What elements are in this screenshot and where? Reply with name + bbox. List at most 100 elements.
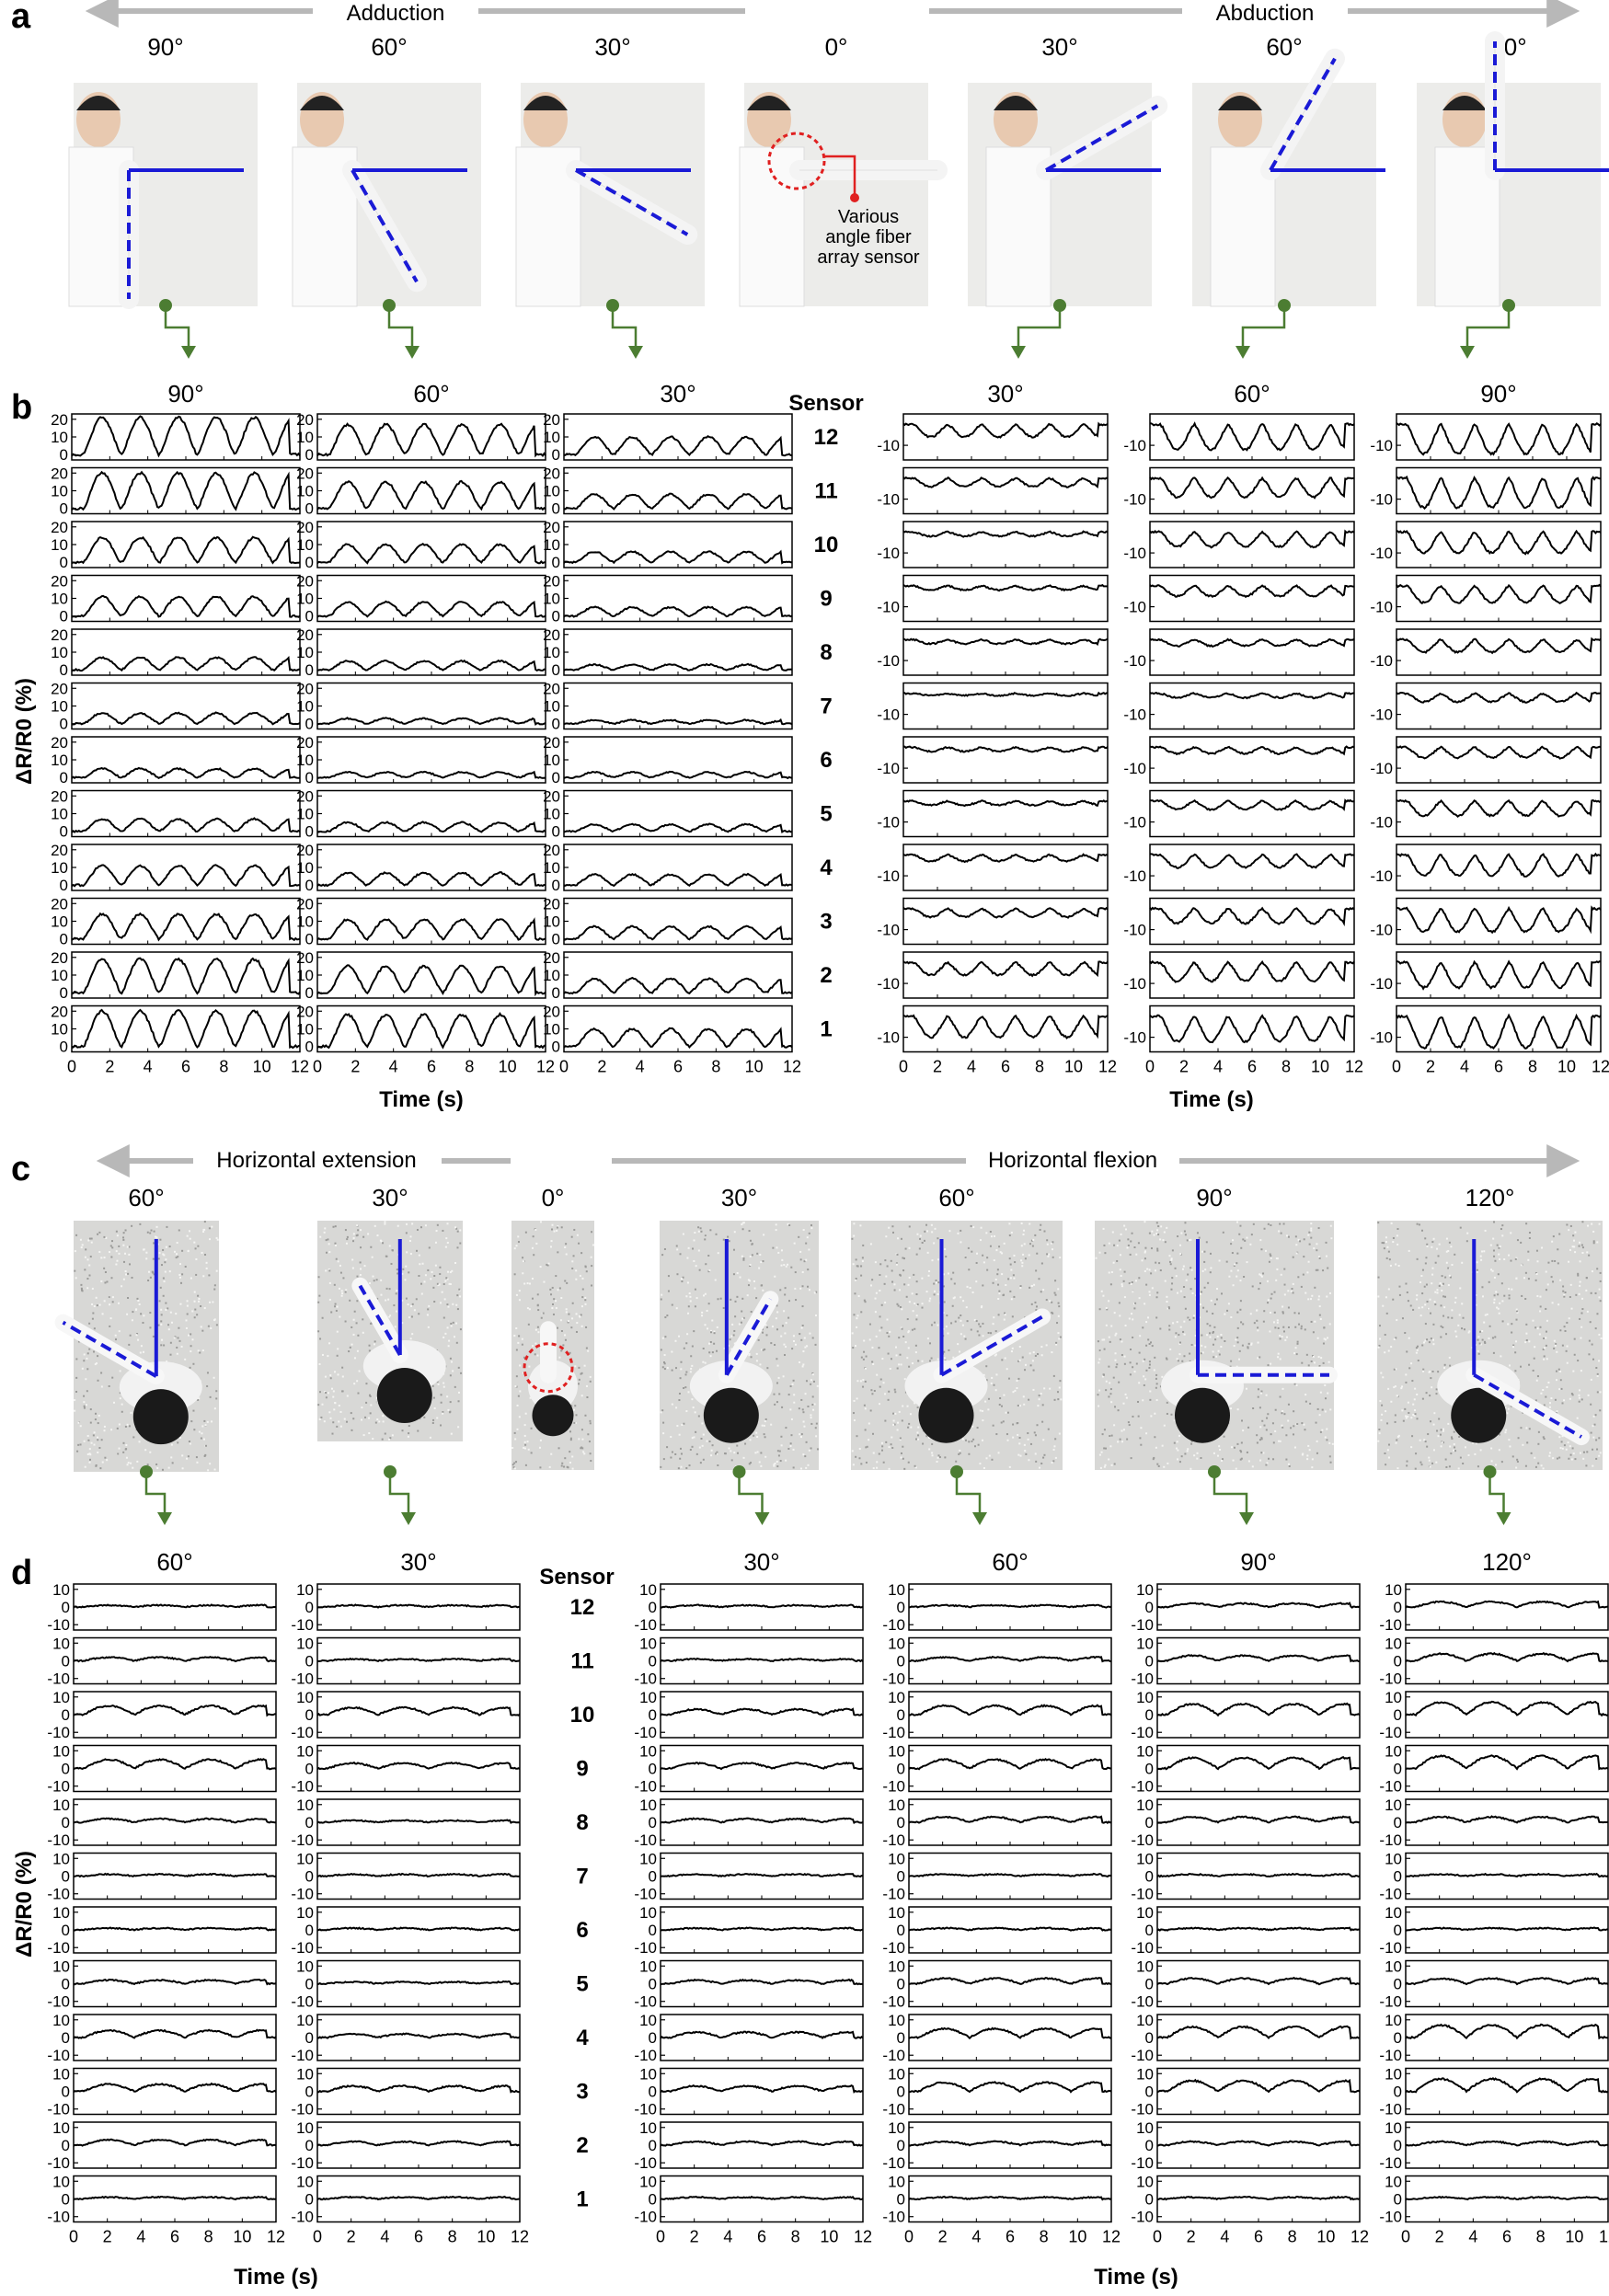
- y-tick-label: 0: [552, 931, 560, 948]
- y-tick-label: 0: [1394, 2191, 1402, 2209]
- y-tick-label: 10: [1136, 2119, 1154, 2137]
- sensor-label-b-8: 8: [820, 640, 832, 665]
- x-tick-label: 4: [380, 2228, 389, 2246]
- d-ext-plot-s2-c0: 100-10: [47, 2119, 277, 2172]
- y-tick-label: 10: [1136, 1904, 1154, 1922]
- b-abd-plot-s10-c1: -10: [1123, 521, 1355, 568]
- y-tick-label: 10: [639, 1957, 657, 1975]
- d-flex-trace-s4-c3: [1405, 2023, 1609, 2040]
- sensor-label-d-4: 4: [576, 2026, 589, 2050]
- b-add-trace-s5-c1: [317, 821, 546, 833]
- sensor-callout-line-0: Various: [838, 207, 899, 227]
- y-tick-label: -10: [1370, 975, 1393, 993]
- b-abd-trace-s8-c1: [1149, 637, 1355, 649]
- sensor-circle-c: [523, 1342, 574, 1394]
- y-tick-label: 0: [62, 2137, 70, 2154]
- y-tick-label: 0: [1394, 1922, 1402, 1939]
- y-tick-label: 10: [543, 806, 560, 823]
- horizontal-flexion-label: Horizontal flexion: [988, 1148, 1157, 1173]
- x-tick-label: 2: [1179, 1058, 1189, 1076]
- y-tick-label: 0: [552, 500, 560, 518]
- y-tick-label: 0: [552, 823, 560, 841]
- x-axis-label-b-right: Time (s): [1169, 1087, 1254, 1112]
- y-tick-label: 10: [543, 859, 560, 877]
- y-tick-label: 10: [51, 913, 68, 931]
- d-flex-column-title-3: 120°: [1482, 1548, 1532, 1576]
- d-flex-plot-s8-c3: 100-10: [1379, 1797, 1609, 1849]
- y-tick-label: -10: [291, 2047, 314, 2064]
- y-tick-label: 0: [649, 1976, 657, 1993]
- photo-c-5: [1095, 1221, 1338, 1470]
- angle-label-c-5: 90°: [1196, 1184, 1232, 1211]
- y-tick-label: 10: [296, 429, 314, 446]
- y-tick-label: 0: [305, 1653, 314, 1670]
- b-abd-plot-s3-c1: -10: [1123, 897, 1355, 946]
- sensor-label-b-4: 4: [820, 855, 833, 880]
- y-tick-label: -10: [1123, 545, 1146, 562]
- y-tick-label: 0: [305, 1922, 314, 1939]
- b-add-trace-s1-c1: [316, 1011, 546, 1050]
- y-tick-label: -10: [882, 1670, 905, 1688]
- b-add-trace-s9-c1: [316, 600, 546, 618]
- d-ext-plot-s8-c1: 100-10: [291, 1797, 521, 1849]
- x-tick-label: 8: [791, 2228, 800, 2246]
- y-tick-label: 0: [552, 984, 560, 1002]
- d-flex-trace-s8-c3: [1405, 1815, 1609, 1824]
- y-tick-label: 20: [543, 680, 560, 697]
- d-flex-plot-s4-c2: 100-10: [1131, 2012, 1361, 2064]
- y-tick-label: 10: [51, 859, 68, 877]
- y-tick-label: 10: [639, 2065, 657, 2083]
- d-flex-plot-s8-c1: 100-10: [882, 1797, 1112, 1849]
- y-tick-label: -10: [1379, 2209, 1402, 2226]
- y-tick-label: 0: [897, 2191, 905, 2209]
- y-tick-label: 0: [1145, 2029, 1154, 2047]
- y-tick-label: 10: [888, 1797, 905, 1814]
- y-tick-label: 20: [296, 411, 314, 429]
- y-tick-label: 0: [897, 2137, 905, 2154]
- b-abd-plot-s7-c0: -10: [877, 682, 1109, 730]
- x-tick-label: 10: [820, 2228, 838, 2246]
- d-ext-plot-s1-c0: 100-10: [47, 2173, 277, 2226]
- x-tick-label: 12: [511, 2228, 529, 2246]
- arm-angle-line-c-6: [1473, 1372, 1582, 1439]
- d-flex-plot-s8-c0: 100-10: [634, 1797, 864, 1849]
- y-tick-label: -10: [1131, 2101, 1154, 2118]
- y-tick-label: 0: [305, 1814, 314, 1831]
- y-tick-label: 0: [305, 2084, 314, 2101]
- y-tick-label: 0: [60, 769, 68, 786]
- y-tick-label: 0: [305, 1976, 314, 1993]
- y-tick-label: 0: [62, 1922, 70, 1939]
- photo-c-4: [851, 1221, 1063, 1470]
- y-tick-label: 0: [60, 823, 68, 841]
- y-tick-label: 10: [296, 2173, 314, 2190]
- d-flex-plot-s5-c2: 100-10: [1131, 1957, 1361, 2011]
- y-tick-label: -10: [1379, 1778, 1402, 1796]
- y-tick-label: 0: [897, 1922, 905, 1939]
- y-tick-label: 0: [305, 1039, 314, 1056]
- b-add-trace-s5-c0: [71, 817, 301, 833]
- y-tick-label: 0: [62, 1706, 70, 1724]
- y-tick-label: 0: [305, 1761, 314, 1778]
- b-abd-trace-s11-c0: [902, 476, 1109, 489]
- d-ext-plot-s5-c1: 100-10: [291, 1957, 521, 2011]
- b-abd-plot-s4-c2: -10: [1370, 844, 1602, 891]
- d-ext-plot-s2-c1: 100-10: [291, 2119, 521, 2172]
- d-ext-column-title-1: 30°: [400, 1548, 436, 1576]
- b-add-trace-s2-c1: [316, 964, 546, 997]
- y-tick-label: 0: [305, 2137, 314, 2154]
- d-flex-trace-s1-c1: [908, 2195, 1112, 2201]
- y-tick-label: 0: [60, 716, 68, 733]
- b-abd-trace-s4-c0: [902, 853, 1109, 864]
- b-abd-plot-s12-c1: -10: [1123, 413, 1355, 461]
- x-tick-label: 6: [1502, 2228, 1511, 2246]
- x-tick-label: 2: [1187, 2228, 1196, 2246]
- x-tick-label: 4: [967, 1058, 976, 1076]
- y-tick-label: 0: [60, 446, 68, 464]
- b-abd-trace-s12-c2: [1396, 422, 1602, 456]
- d-flex-trace-s7-c3: [1405, 1872, 1609, 1878]
- y-tick-label: 0: [305, 769, 314, 786]
- y-tick-label: 10: [1385, 1742, 1402, 1760]
- b-abd-trace-s6-c0: [903, 745, 1109, 753]
